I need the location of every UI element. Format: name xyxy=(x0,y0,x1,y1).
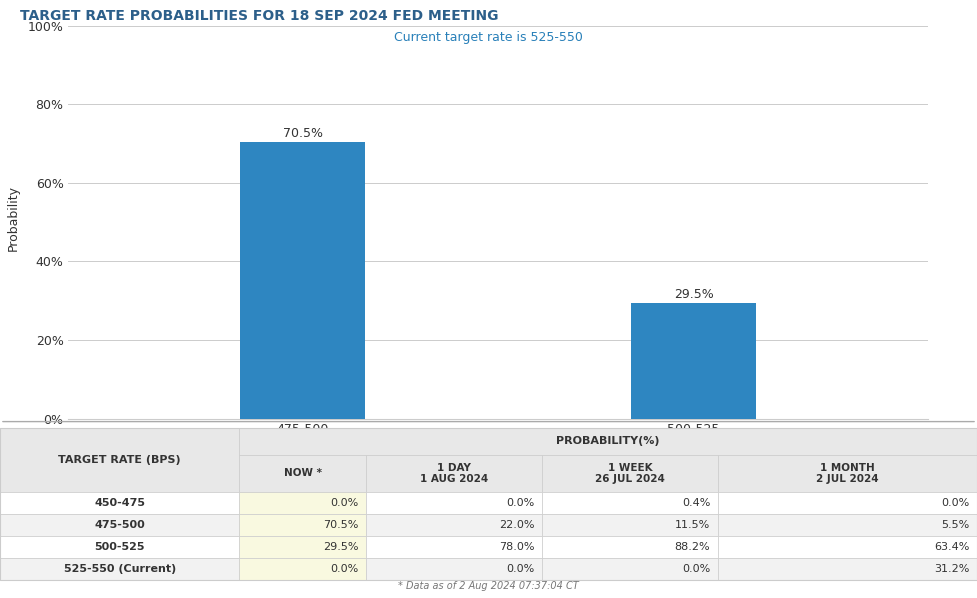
Bar xyxy=(366,492,542,514)
Bar xyxy=(542,558,718,580)
Bar xyxy=(542,536,718,558)
Bar xyxy=(718,558,977,580)
Text: 1 DAY
1 AUG 2024: 1 DAY 1 AUG 2024 xyxy=(420,462,488,484)
Text: 1 WEEK
26 JUL 2024: 1 WEEK 26 JUL 2024 xyxy=(595,462,665,484)
Text: 0.0%: 0.0% xyxy=(330,564,359,574)
Text: 88.2%: 88.2% xyxy=(675,542,710,552)
Y-axis label: Probability: Probability xyxy=(6,185,20,251)
Text: FxPro: FxPro xyxy=(853,112,943,139)
Text: 0.0%: 0.0% xyxy=(506,564,534,574)
Text: 29.5%: 29.5% xyxy=(323,542,359,552)
Bar xyxy=(239,428,977,455)
Text: 0.0%: 0.0% xyxy=(330,498,359,508)
Text: 5.5%: 5.5% xyxy=(941,520,969,530)
Bar xyxy=(366,455,542,492)
Text: 0.0%: 0.0% xyxy=(506,498,534,508)
Bar xyxy=(718,536,977,558)
Text: 31.2%: 31.2% xyxy=(934,564,969,574)
Text: PROBABILITY(%): PROBABILITY(%) xyxy=(557,437,659,446)
Bar xyxy=(718,492,977,514)
Bar xyxy=(366,558,542,580)
Bar xyxy=(0,514,239,536)
Text: Trade Like a Pro: Trade Like a Pro xyxy=(848,193,948,205)
Text: 500-525: 500-525 xyxy=(95,542,145,552)
Text: * Data as of 2 Aug 2024 07:37:04 CT: * Data as of 2 Aug 2024 07:37:04 CT xyxy=(398,581,579,591)
Text: 70.5%: 70.5% xyxy=(283,127,322,140)
Text: 0.0%: 0.0% xyxy=(682,564,710,574)
Bar xyxy=(0,536,239,558)
Bar xyxy=(239,536,366,558)
Text: 525-550 (Current): 525-550 (Current) xyxy=(64,564,176,574)
Text: 63.4%: 63.4% xyxy=(934,542,969,552)
Text: 78.0%: 78.0% xyxy=(499,542,534,552)
Text: TARGET RATE (BPS): TARGET RATE (BPS) xyxy=(59,454,181,465)
Bar xyxy=(631,303,756,419)
Bar xyxy=(0,428,239,492)
Text: 70.5%: 70.5% xyxy=(323,520,359,530)
Bar xyxy=(542,492,718,514)
Text: 22.0%: 22.0% xyxy=(499,520,534,530)
Bar xyxy=(0,558,239,580)
Bar xyxy=(0,492,239,514)
Text: 1 MONTH
2 JUL 2024: 1 MONTH 2 JUL 2024 xyxy=(816,462,879,484)
Text: 475-500: 475-500 xyxy=(95,520,145,530)
Bar xyxy=(239,514,366,536)
Bar xyxy=(542,455,718,492)
Text: 0.0%: 0.0% xyxy=(941,498,969,508)
Text: Current target rate is 525-550: Current target rate is 525-550 xyxy=(394,31,583,44)
Text: 11.5%: 11.5% xyxy=(675,520,710,530)
Text: 0.4%: 0.4% xyxy=(682,498,710,508)
Bar xyxy=(239,558,366,580)
Bar xyxy=(239,455,366,492)
Bar xyxy=(366,536,542,558)
Text: NOW *: NOW * xyxy=(284,468,321,478)
X-axis label: Target Rate (in bps): Target Rate (in bps) xyxy=(437,442,560,455)
Text: 29.5%: 29.5% xyxy=(674,288,713,301)
Bar xyxy=(542,514,718,536)
Bar xyxy=(366,514,542,536)
Bar xyxy=(240,142,365,419)
Text: 450-475: 450-475 xyxy=(94,498,146,508)
Bar xyxy=(718,455,977,492)
Bar xyxy=(718,514,977,536)
Text: TARGET RATE PROBABILITIES FOR 18 SEP 2024 FED MEETING: TARGET RATE PROBABILITIES FOR 18 SEP 202… xyxy=(20,9,498,23)
Bar xyxy=(239,492,366,514)
